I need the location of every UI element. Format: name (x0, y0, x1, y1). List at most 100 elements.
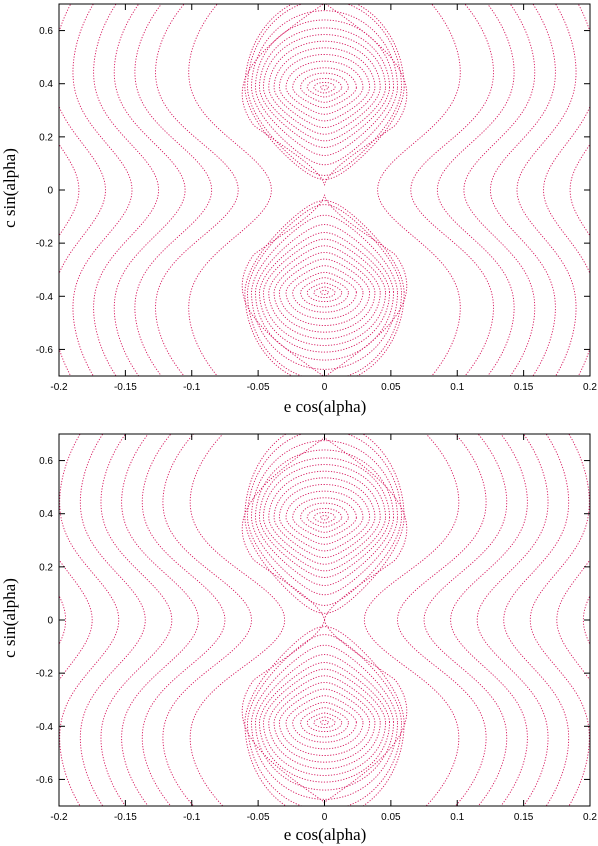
circulating-curve-right (516, 4, 577, 376)
island-contour-lower (251, 644, 398, 800)
x-tick-label: 0.2 (583, 382, 597, 393)
island-contour-upper (251, 10, 398, 166)
x-tick-label: -0.2 (50, 812, 68, 823)
island-contour-upper (278, 54, 371, 122)
circulating-curve-right (503, 434, 570, 806)
circulating-curve-left (93, 4, 160, 376)
x-tick-label: 0.15 (514, 382, 534, 393)
circulating-curve-left (59, 4, 106, 376)
x-tick-label: -0.1 (183, 812, 201, 823)
x-axis-label-top: e cos(alpha) (284, 397, 367, 416)
island-contour-lower (273, 681, 376, 763)
x-axis-label-bottom: e cos(alpha) (284, 825, 367, 844)
island-contour-upper (313, 81, 336, 94)
circulating-curve-left (59, 558, 93, 682)
y-tick-label: 0 (47, 616, 53, 627)
circulating-curve-right (569, 143, 590, 237)
x-tick-label: 0.1 (450, 812, 464, 823)
y-tick-label: -0.6 (36, 775, 54, 786)
circulating-curve-left (79, 434, 146, 806)
island-contour-upper (273, 477, 376, 559)
separatrix-upper (241, 434, 408, 621)
x-tick-label: -0.05 (247, 812, 270, 823)
circulating-curve-left (59, 143, 80, 237)
island-contour-lower (247, 204, 402, 376)
circulating-curve-left (188, 4, 272, 376)
island-contour-upper (300, 502, 349, 533)
island-contour-lower (313, 286, 336, 299)
island-contour-upper (292, 497, 357, 539)
plot-frame (58, 3, 591, 377)
island-contour-lower (306, 712, 343, 733)
separatrix-lower (241, 619, 408, 806)
island-contour-upper (273, 47, 376, 129)
y-tick-label: -0.2 (36, 239, 54, 250)
curve-group (59, 4, 590, 376)
island-contour-upper (285, 490, 364, 545)
y-tick-label: 0 (47, 186, 53, 197)
circulating-curve-left (113, 4, 186, 376)
island-contour-upper (306, 77, 343, 98)
island-contour-lower (292, 271, 357, 313)
island-contour-lower (258, 232, 391, 353)
circulating-curve-left (189, 434, 286, 806)
island-contour-lower (268, 675, 381, 770)
circulating-curve-right (450, 434, 528, 806)
circulating-curve-right (363, 434, 460, 806)
island-contour-lower (247, 634, 402, 806)
circulating-curve-right (463, 4, 536, 376)
separatrix-upper (241, 4, 408, 186)
island-contour-upper (268, 470, 381, 565)
island-contour-lower (258, 662, 391, 783)
y-axis-label-bottom: c sin(alpha) (0, 578, 19, 658)
island-contour-lower (292, 701, 357, 743)
island-contour-upper (262, 464, 387, 572)
island-contour-upper (300, 72, 349, 103)
island-contour-lower (285, 695, 364, 750)
circulating-curve-left (72, 4, 133, 376)
x-tick-label: -0.15 (114, 382, 137, 393)
circulating-curve-left (100, 434, 173, 806)
circulating-curve-right (476, 434, 549, 806)
circulating-curve-right (397, 434, 487, 806)
y-tick-label: 0.2 (39, 562, 53, 573)
circulating-curve-right (436, 4, 515, 376)
island-contour-lower (320, 719, 329, 725)
island-contour-upper (278, 484, 371, 552)
circulating-curve-left (59, 434, 120, 806)
y-tick-label: -0.4 (36, 292, 54, 303)
x-tick-label: -0.05 (247, 382, 270, 393)
y-tick-label: -0.4 (36, 722, 54, 733)
circulating-curve-left (121, 434, 199, 806)
x-tick-label: 0.1 (450, 382, 464, 393)
island-contour-lower (300, 277, 349, 308)
x-tick-label: 0 (322, 382, 328, 393)
circulating-curve-left (162, 434, 252, 806)
island-contour-lower (285, 265, 364, 320)
island-contour-upper (262, 34, 387, 142)
circulating-curve-left (155, 4, 239, 376)
circulating-curve-left (134, 4, 213, 376)
circulating-curve-right (423, 434, 508, 806)
x-tick-label: 0.15 (514, 812, 534, 823)
circulating-curve-right (556, 558, 590, 682)
curve-group (59, 434, 590, 806)
island-contour-lower (244, 200, 405, 376)
island-contour-lower (255, 224, 394, 361)
island-contour-upper (320, 515, 329, 521)
island-contour-lower (255, 654, 394, 791)
island-contour-lower (306, 282, 343, 303)
island-contour-lower (244, 626, 405, 806)
circulating-curve-left (141, 434, 226, 806)
x-tick-label: -0.15 (114, 812, 137, 823)
island-contour-lower (278, 258, 371, 326)
x-tick-label: 0.2 (583, 812, 597, 823)
island-contour-upper (251, 440, 398, 596)
x-tick-label: 0.05 (381, 382, 401, 393)
x-tick-label: 0.05 (381, 812, 401, 823)
island-contour-lower (320, 289, 329, 295)
y-tick-label: 0.4 (39, 509, 53, 520)
x-tick-label: -0.2 (50, 382, 68, 393)
island-contour-upper (258, 457, 391, 578)
y-tick-label: 0.2 (39, 132, 53, 143)
